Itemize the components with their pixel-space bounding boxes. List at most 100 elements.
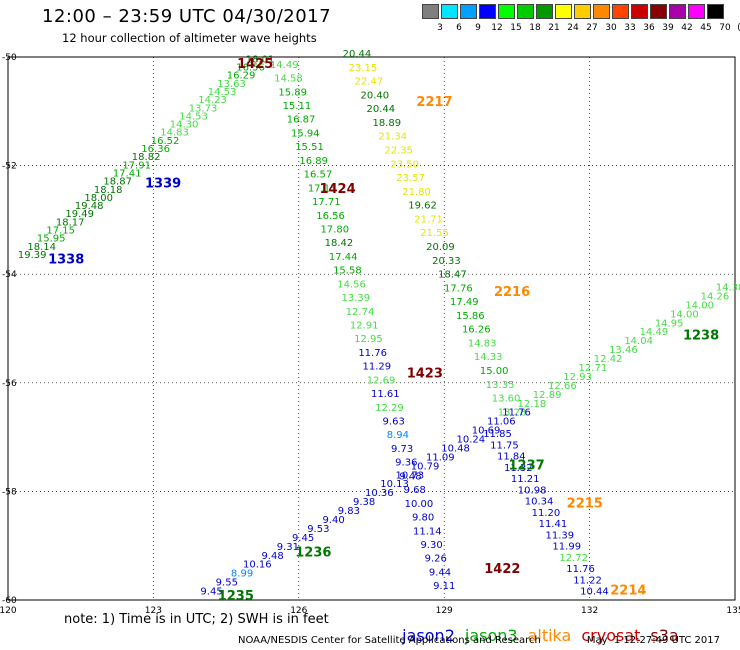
wave-height-value: 13.60 bbox=[492, 394, 521, 405]
wave-height-value: 10.16 bbox=[243, 560, 272, 571]
wave-height-value: 12.42 bbox=[594, 354, 623, 365]
wave-height-value: 16.56 bbox=[236, 63, 265, 74]
wave-height-value: 9.80 bbox=[412, 513, 434, 524]
color-swatch bbox=[612, 4, 629, 19]
wave-height-value: 18.18 bbox=[94, 185, 123, 196]
wave-height-value: 17.44 bbox=[329, 252, 358, 263]
wave-height-value: 11.41 bbox=[539, 519, 568, 530]
x-tick-label: 135 bbox=[726, 606, 740, 616]
wave-height-value: 10.98 bbox=[518, 485, 547, 496]
wave-height-value: 15.86 bbox=[456, 311, 485, 322]
wave-height-value: 20.44 bbox=[343, 49, 372, 60]
wave-height-value: 13.73 bbox=[189, 103, 218, 114]
wave-height-value: 17.91 bbox=[122, 160, 151, 171]
wave-height-value: 8.94 bbox=[387, 430, 409, 441]
wave-height-value: 11.20 bbox=[532, 508, 561, 519]
wave-height-value: 11.22 bbox=[573, 575, 602, 586]
wave-height-value: 22.35 bbox=[384, 145, 413, 156]
wave-height-value: 9.26 bbox=[425, 554, 447, 565]
wave-height-value: 23.57 bbox=[396, 173, 425, 184]
color-scale-label: 27 bbox=[586, 23, 598, 33]
wave-height-value: 17.71 bbox=[312, 197, 341, 208]
wave-height-value: 12.93 bbox=[563, 372, 592, 383]
pass-time-label: 2214 bbox=[610, 584, 646, 599]
wave-height-value: 10.24 bbox=[457, 435, 486, 446]
color-scale-label: 39 bbox=[662, 23, 674, 33]
wave-height-value: 14.49 bbox=[270, 60, 299, 71]
wave-height-value: 18.17 bbox=[56, 217, 85, 228]
legend-jason2: jason2 bbox=[402, 626, 455, 645]
wave-height-value: 10.13 bbox=[380, 479, 409, 490]
color-scale-label: 18 bbox=[529, 23, 541, 33]
wave-height-value: 9.53 bbox=[307, 524, 329, 535]
wave-height-value: 14.95 bbox=[655, 318, 684, 329]
color-scale-label: 33 bbox=[624, 23, 636, 33]
wave-height-value: 20.09 bbox=[426, 242, 455, 253]
wave-height-value: 12.91 bbox=[350, 321, 379, 332]
wave-height-value: 9.31 bbox=[277, 542, 299, 553]
page-title: 12:00 – 23:59 UTC 04/30/2017 bbox=[42, 6, 332, 27]
wave-height-value: 16.26 bbox=[462, 325, 491, 336]
legend-s3a: s3a bbox=[650, 626, 679, 645]
wave-height-value: 14.49 bbox=[640, 327, 669, 338]
wave-height-value: 10.44 bbox=[580, 587, 609, 598]
x-tick-label: 129 bbox=[436, 606, 453, 616]
wave-height-value: 18.42 bbox=[325, 238, 354, 249]
wave-height-value: 13.28 bbox=[498, 407, 527, 418]
wave-height-value: 15.00 bbox=[480, 366, 509, 377]
pass-time-label: 1422 bbox=[484, 562, 520, 577]
wave-height-value: 9.30 bbox=[420, 540, 442, 551]
legend-jason3: jason3 bbox=[464, 626, 518, 645]
wave-height-value: 14.33 bbox=[474, 352, 503, 363]
color-swatch bbox=[593, 4, 610, 19]
wave-height-value: 12.66 bbox=[548, 381, 577, 392]
wave-height-value: 13.39 bbox=[341, 293, 370, 304]
wave-height-value: 9.44 bbox=[429, 567, 451, 578]
wave-height-value: 16.36 bbox=[141, 144, 170, 155]
y-tick-label: -60 bbox=[2, 596, 17, 606]
color-swatch bbox=[555, 4, 572, 19]
chart-pass-labels: 1338 1339 1425 1424 1423 1422 2217 2216 2215 2214… bbox=[48, 57, 719, 604]
wave-height-value: 12.69 bbox=[367, 375, 396, 386]
wave-height-value: 11.85 bbox=[483, 429, 512, 440]
wave-height-value: 12.29 bbox=[375, 403, 404, 414]
wave-height-value: 18.00 bbox=[84, 193, 113, 204]
wave-height-value: 9.45 bbox=[200, 587, 222, 598]
color-swatch bbox=[650, 4, 667, 19]
wave-height-value: 17.49 bbox=[450, 297, 479, 308]
y-tick-label: -50 bbox=[2, 53, 17, 63]
wave-height-value: 10.79 bbox=[411, 461, 440, 472]
color-scale-label: 70 bbox=[719, 23, 731, 33]
wave-height-value: 16.57 bbox=[304, 170, 333, 181]
wave-height-value: 15.11 bbox=[283, 101, 312, 112]
y-tick-label: -56 bbox=[2, 379, 17, 389]
wave-height-value: 11.39 bbox=[546, 530, 575, 541]
pass-time-label: 1424 bbox=[319, 182, 355, 197]
wave-height-value: 15.58 bbox=[333, 266, 362, 277]
wave-height-value: 21.71 bbox=[414, 214, 443, 225]
wave-height-value: 23.15 bbox=[349, 63, 378, 74]
wave-height-value: 9.83 bbox=[338, 506, 360, 517]
wave-height-value: 11.21 bbox=[511, 474, 540, 485]
wave-height-value: 18.47 bbox=[438, 270, 467, 281]
wave-height-value: 8.99 bbox=[231, 569, 253, 580]
pass-time-label: 2216 bbox=[494, 285, 530, 300]
wave-height-value: 10.34 bbox=[525, 497, 554, 508]
x-tick-label: 126 bbox=[290, 606, 307, 616]
wave-height-value: 16.87 bbox=[287, 115, 316, 126]
wave-height-value: 12.71 bbox=[579, 363, 608, 374]
wave-height-value: 14.53 bbox=[208, 87, 237, 98]
wave-height-value: 11.84 bbox=[497, 452, 526, 463]
chart-axes: 120 123 126 129 132 135 -50 -52 -54 -56 -58 -60 bbox=[0, 53, 740, 616]
wave-height-value: 17.15 bbox=[308, 183, 337, 194]
color-scale-label: 24 bbox=[567, 23, 579, 33]
wave-height-value: 10.73 bbox=[396, 470, 425, 481]
wave-height-value: 12.72 bbox=[559, 553, 588, 564]
wave-height-value: 21.34 bbox=[378, 132, 407, 143]
pass-time-label: 1237 bbox=[508, 459, 544, 474]
wave-height-value: 12.18 bbox=[518, 399, 547, 410]
wave-height-value: 15.89 bbox=[278, 87, 307, 98]
wave-height-value: 10.48 bbox=[441, 443, 470, 454]
wave-height-value: 9.48 bbox=[399, 471, 421, 482]
color-scale-label: 3 bbox=[437, 23, 443, 33]
